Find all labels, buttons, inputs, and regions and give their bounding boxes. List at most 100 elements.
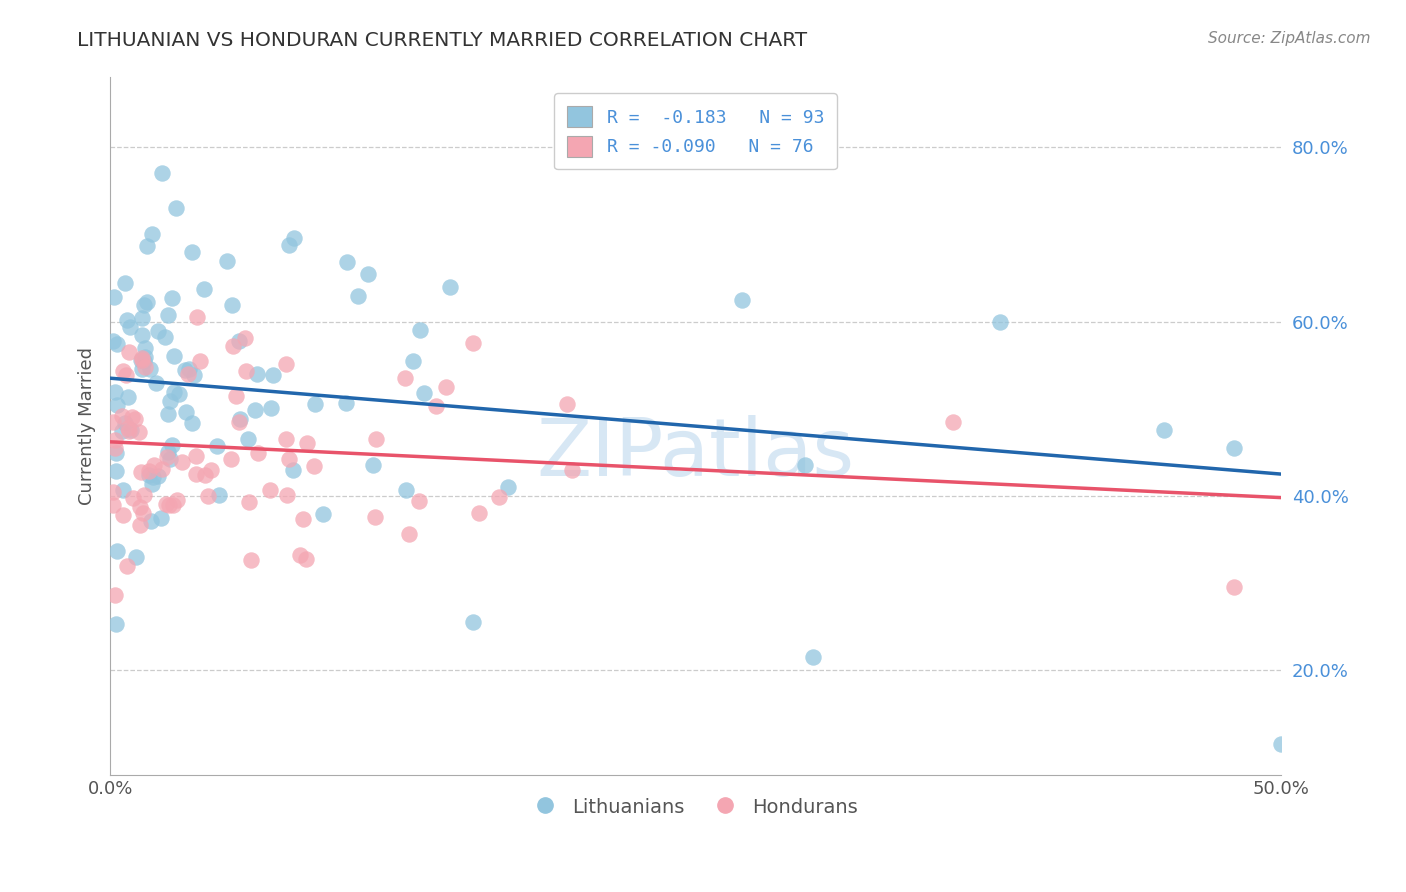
- Point: [101, 498, 124, 512]
- Point: [136, 294, 159, 309]
- Point: [412, 386, 434, 401]
- Point: [111, 409, 134, 424]
- Point: [408, 494, 430, 508]
- Point: [132, 506, 155, 520]
- Point: [988, 314, 1011, 328]
- Point: [186, 310, 208, 325]
- Point: [176, 405, 198, 419]
- Point: [335, 396, 357, 410]
- Point: [225, 389, 247, 403]
- Point: [121, 491, 143, 506]
- Point: [290, 548, 312, 562]
- Point: [112, 508, 135, 523]
- Point: [104, 441, 127, 455]
- Point: [150, 511, 173, 525]
- Point: [197, 489, 219, 503]
- Point: [148, 468, 170, 483]
- Point: [259, 483, 281, 498]
- Point: [461, 615, 484, 630]
- Point: [128, 517, 150, 532]
- Point: [131, 327, 153, 342]
- Point: [125, 549, 148, 564]
- Point: [295, 436, 318, 450]
- Point: [281, 462, 304, 476]
- Point: [173, 363, 195, 377]
- Point: [163, 349, 186, 363]
- Point: [1153, 424, 1175, 438]
- Point: [128, 425, 150, 439]
- Point: [101, 334, 124, 348]
- Point: [177, 362, 200, 376]
- Point: [162, 385, 184, 400]
- Point: [121, 409, 143, 424]
- Point: [104, 617, 127, 632]
- Point: [461, 336, 484, 351]
- Point: [138, 464, 160, 478]
- Point: [200, 462, 222, 476]
- Point: [219, 451, 242, 466]
- Point: [346, 289, 368, 303]
- Point: [134, 354, 156, 368]
- Point: [1223, 581, 1246, 595]
- Point: [260, 401, 283, 415]
- Point: [114, 277, 136, 291]
- Point: [336, 255, 359, 269]
- Point: [1223, 441, 1246, 455]
- Point: [118, 320, 141, 334]
- Point: [274, 358, 297, 372]
- Y-axis label: Currently Married: Currently Married: [79, 347, 96, 505]
- Point: [107, 337, 129, 351]
- Point: [434, 380, 457, 394]
- Point: [145, 376, 167, 390]
- Point: [181, 244, 204, 259]
- Point: [118, 344, 141, 359]
- Point: [162, 291, 184, 305]
- Point: [101, 484, 124, 499]
- Text: ZIPatlas: ZIPatlas: [537, 415, 855, 493]
- Point: [129, 353, 152, 368]
- Point: [357, 267, 380, 281]
- Point: [115, 558, 138, 573]
- Point: [439, 279, 461, 293]
- Point: [488, 490, 510, 504]
- Point: [159, 451, 181, 466]
- Point: [302, 458, 325, 473]
- Point: [278, 451, 301, 466]
- Point: [496, 480, 519, 494]
- Point: [236, 432, 259, 446]
- Point: [138, 361, 160, 376]
- Point: [246, 445, 269, 459]
- Point: [233, 331, 256, 345]
- Point: [193, 282, 215, 296]
- Point: [103, 290, 125, 304]
- Point: [112, 364, 135, 378]
- Point: [157, 498, 180, 512]
- Point: [183, 368, 205, 383]
- Point: [105, 464, 128, 478]
- Point: [166, 493, 188, 508]
- Point: [131, 351, 153, 365]
- Point: [172, 455, 194, 469]
- Point: [398, 527, 420, 541]
- Point: [217, 253, 239, 268]
- Point: [118, 424, 141, 438]
- Point: [394, 371, 416, 385]
- Text: LITHUANIAN VS HONDURAN CURRENTLY MARRIED CORRELATION CHART: LITHUANIAN VS HONDURAN CURRENTLY MARRIED…: [77, 31, 807, 50]
- Point: [101, 415, 124, 429]
- Point: [228, 415, 250, 429]
- Point: [115, 368, 138, 382]
- Point: [467, 506, 489, 520]
- Point: [731, 293, 754, 307]
- Point: [104, 384, 127, 399]
- Point: [129, 465, 152, 479]
- Point: [132, 487, 155, 501]
- Point: [165, 201, 187, 215]
- Point: [135, 239, 157, 253]
- Point: [401, 353, 423, 368]
- Point: [111, 483, 134, 497]
- Point: [159, 393, 181, 408]
- Point: [156, 308, 179, 322]
- Point: [222, 339, 245, 353]
- Point: [141, 227, 163, 242]
- Point: [283, 231, 305, 245]
